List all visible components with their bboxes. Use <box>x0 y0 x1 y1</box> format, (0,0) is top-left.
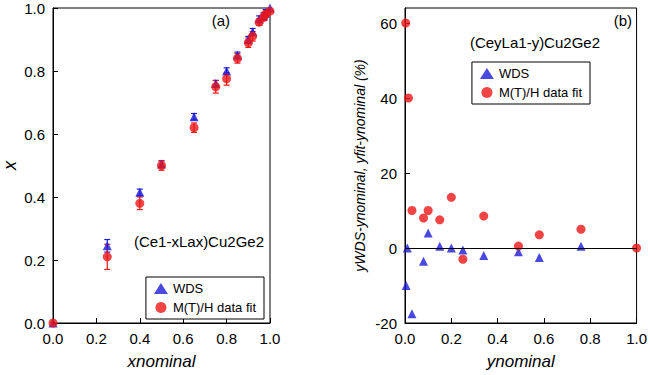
svg-text:0.6: 0.6 <box>534 330 555 347</box>
svg-text:M(T)/H data fit: M(T)/H data fit <box>499 85 582 100</box>
svg-text:(CeyLa1-y)Cu2Ge2: (CeyLa1-y)Cu2Ge2 <box>470 34 600 51</box>
svg-text:(Ce1-xLax)Cu2Ge2: (Ce1-xLax)Cu2Ge2 <box>134 233 264 250</box>
svg-text:0.8: 0.8 <box>24 63 45 80</box>
svg-text:-20: -20 <box>375 315 397 332</box>
svg-text:0: 0 <box>389 240 397 257</box>
svg-text:yWDS-ynominal, yfit-ynominal (: yWDS-ynominal, yfit-ynominal (%) <box>352 59 368 272</box>
svg-text:0.8: 0.8 <box>580 330 601 347</box>
svg-text:20: 20 <box>380 165 397 182</box>
svg-text:1.0: 1.0 <box>260 330 281 347</box>
svg-text:(a): (a) <box>212 12 230 29</box>
svg-text:0.8: 0.8 <box>216 330 237 347</box>
svg-text:0.4: 0.4 <box>487 330 508 347</box>
svg-text:ynominal: ynominal <box>486 352 556 371</box>
svg-text:0.0: 0.0 <box>395 330 416 347</box>
svg-text:0.2: 0.2 <box>24 252 45 269</box>
svg-text:40: 40 <box>380 90 397 107</box>
svg-text:1.0: 1.0 <box>24 0 45 17</box>
svg-text:0.2: 0.2 <box>441 330 462 347</box>
svg-text:0.4: 0.4 <box>129 330 150 347</box>
svg-text:0.6: 0.6 <box>24 126 45 143</box>
svg-text:60: 60 <box>380 15 397 32</box>
svg-text:0.0: 0.0 <box>24 315 45 332</box>
svg-text:1.0: 1.0 <box>626 330 647 347</box>
svg-text:WDS: WDS <box>173 281 204 296</box>
svg-text:xnominal: xnominal <box>126 352 196 371</box>
svg-text:0.0: 0.0 <box>43 330 64 347</box>
svg-text:0.2: 0.2 <box>86 330 107 347</box>
svg-text:(b): (b) <box>614 12 632 29</box>
svg-text:x: x <box>0 160 20 171</box>
svg-text:M(T)/H data fit: M(T)/H data fit <box>173 300 256 315</box>
svg-text:0.4: 0.4 <box>24 189 45 206</box>
svg-text:0.6: 0.6 <box>173 330 194 347</box>
svg-text:WDS: WDS <box>499 66 530 81</box>
